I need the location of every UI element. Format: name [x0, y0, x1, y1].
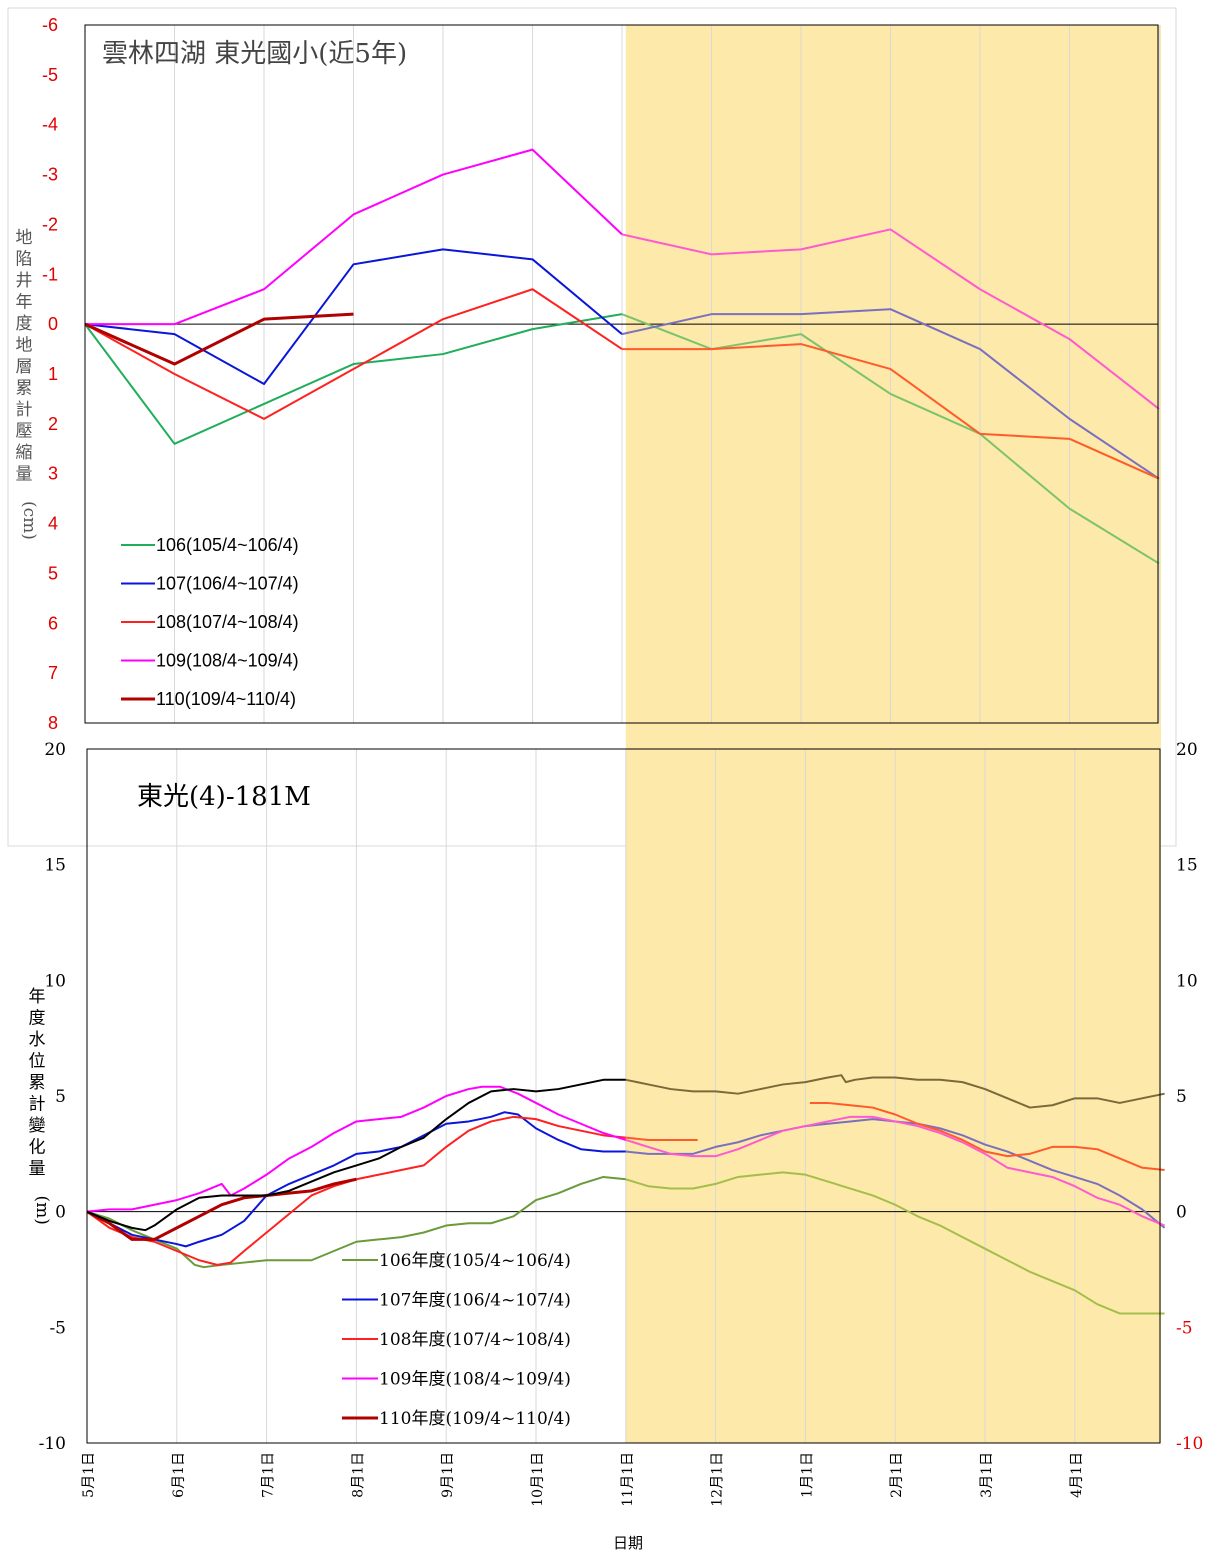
top-series-1-line-shaded — [621, 308, 1160, 480]
top-y-axis-label-char: 計 — [16, 400, 33, 420]
top-series-2-line — [84, 288, 623, 420]
xtick-label: 6月1日 — [171, 1452, 187, 1498]
bottom-y-axis-label-char: 位 — [29, 1052, 46, 1072]
top-y-axis-label-char: 年 — [16, 293, 33, 313]
top-y-axis-label-char: 陷 — [16, 250, 33, 270]
xtick-label: 8月1日 — [350, 1452, 366, 1498]
top-ytick-label: 4 — [48, 514, 58, 534]
top-y-axis-label-char: 地 — [16, 228, 33, 248]
bottom-series-1-seg-0 — [86, 1111, 626, 1248]
bottom-y-axis-label-char: 計 — [29, 1095, 46, 1115]
bottom-series-4-seg-0 — [86, 1177, 357, 1241]
top-ytick-label: -6 — [42, 15, 58, 35]
top-ytick-label: -4 — [42, 115, 58, 135]
bottom-legend-label: 109年度(108/4~109/4) — [379, 1370, 571, 1390]
xtick-label: 11月1日 — [620, 1452, 636, 1507]
top-y-axis-label-char: 量 — [16, 465, 33, 485]
top-ytick-label: -3 — [42, 165, 58, 185]
bottom-ytick-left-label: -10 — [39, 1434, 66, 1454]
bottom-series-2-seg-1-shaded — [809, 1101, 1165, 1172]
top-legend-label: 108(107/4~108/4) — [156, 612, 299, 632]
top-ytick-label: 2 — [48, 414, 58, 434]
chart-outer-frame — [7, 7, 1177, 847]
bottom-ytick-left-label: 10 — [44, 971, 66, 991]
bottom-y-axis-label-char: 水 — [29, 1030, 46, 1050]
top-y-axis-label-char: 壓 — [16, 422, 33, 442]
top-legend-label: 109(108/4~109/4) — [156, 651, 299, 671]
bottom-y-axis-label-char: 變 — [29, 1116, 46, 1136]
bottom-plot-frame — [86, 748, 1161, 1444]
top-y-axis-label-char: (cm) — [19, 501, 39, 540]
top-series-3-line — [85, 148, 623, 326]
top-ytick-label: 6 — [48, 613, 58, 633]
bottom-legend-label: 110年度(109/4~110/4) — [379, 1409, 571, 1429]
top-ytick-label: 1 — [48, 364, 58, 384]
xtick-label: 5月1日 — [81, 1452, 97, 1498]
xtick-label: 4月1日 — [1069, 1452, 1085, 1498]
bottom-legend-label: 107年度(106/4~107/4) — [379, 1291, 571, 1311]
xtick-label: 2月1日 — [889, 1452, 905, 1498]
top-ytick-label: 3 — [48, 464, 58, 484]
bottom-ytick-left-label: 5 — [55, 1087, 66, 1107]
top-ytick-label: 7 — [48, 663, 58, 683]
bottom-series-3-seg-0 — [86, 1085, 627, 1213]
top-plot-frame — [84, 24, 1159, 724]
bottom-legend-label: 106年度(105/4~106/4) — [379, 1251, 571, 1271]
bottom-series-2-seg-0-shaded — [625, 1136, 698, 1141]
bottom-series-5-seg-0 — [86, 1078, 626, 1232]
top-y-axis-label-char: 度 — [16, 314, 33, 334]
bottom-y-axis-label-char: 年 — [29, 987, 46, 1007]
top-y-axis-label-char: 縮 — [16, 443, 33, 463]
xtick-label: 7月1日 — [261, 1452, 277, 1498]
top-series-4-line — [84, 312, 354, 366]
bottom-ytick-right-label: 20 — [1176, 740, 1198, 760]
top-ytick-label: -5 — [42, 65, 58, 85]
xtick-label: 10月1日 — [530, 1452, 546, 1507]
bottom-chart-title: 東光(4)-181M — [137, 782, 311, 812]
xtick-label: 9月1日 — [440, 1452, 456, 1498]
top-chart-title: 雲林四湖 東光國小(近5年) — [102, 39, 407, 69]
top-ytick-label: -1 — [42, 264, 58, 284]
xtick-label: 1月1日 — [799, 1452, 815, 1498]
bottom-ytick-right-label: 15 — [1176, 856, 1198, 876]
bottom-ytick-right-label: 0 — [1176, 1203, 1187, 1223]
bottom-y-axis-label-char: 累 — [29, 1073, 46, 1093]
top-series-0-line — [84, 313, 623, 445]
top-ytick-label: 0 — [48, 314, 58, 334]
top-legend-label: 110(109/4~110/4) — [156, 689, 296, 709]
xtick-label: 12月1日 — [710, 1452, 726, 1507]
bottom-ytick-right-label: 10 — [1176, 971, 1198, 991]
top-y-axis-label-char: 井 — [16, 271, 33, 291]
xtick-label: 3月1日 — [979, 1452, 995, 1498]
bottom-y-axis-label-char: 量 — [29, 1159, 46, 1179]
bottom-legend-label: 108年度(107/4~108/4) — [379, 1330, 571, 1350]
top-ytick-label: -2 — [42, 214, 58, 234]
shaded-period — [625, 25, 1161, 1443]
top-ytick-label: 8 — [48, 713, 58, 733]
top-ytick-label: 5 — [48, 563, 58, 583]
top-series-3-line-shaded — [621, 228, 1160, 410]
top-legend-label: 106(105/4~106/4) — [156, 535, 299, 555]
bottom-y-axis-label-char: (m) — [32, 1196, 52, 1225]
bottom-series-3-seg-0-shaded — [625, 1115, 1165, 1227]
bottom-series-5-seg-0-shaded — [625, 1074, 1165, 1109]
bottom-ytick-left-label: 15 — [44, 856, 66, 876]
top-y-axis-label-char: 累 — [16, 379, 33, 399]
top-y-axis-label-char: 層 — [16, 357, 33, 377]
bottom-y-axis-label-char: 化 — [29, 1138, 46, 1158]
bottom-series-0-seg-0-shaded — [625, 1171, 1165, 1315]
bottom-y-axis-label-char: 度 — [29, 1009, 46, 1029]
top-legend-label: 107(106/4~107/4) — [156, 574, 299, 594]
bottom-ytick-right-label: -10 — [1176, 1434, 1203, 1454]
bottom-ytick-left-label: 0 — [55, 1203, 66, 1223]
top-series-1-line — [84, 248, 623, 385]
bottom-ytick-left-label: -5 — [49, 1318, 66, 1338]
x-axis-label: 日期 — [613, 1534, 643, 1552]
bottom-ytick-left-label: 20 — [44, 740, 66, 760]
top-series-2-line-shaded — [622, 343, 1160, 480]
bottom-ytick-right-label: 5 — [1176, 1087, 1187, 1107]
top-y-axis-label-char: 地 — [16, 336, 33, 356]
bottom-ytick-right-label: -5 — [1176, 1318, 1193, 1338]
